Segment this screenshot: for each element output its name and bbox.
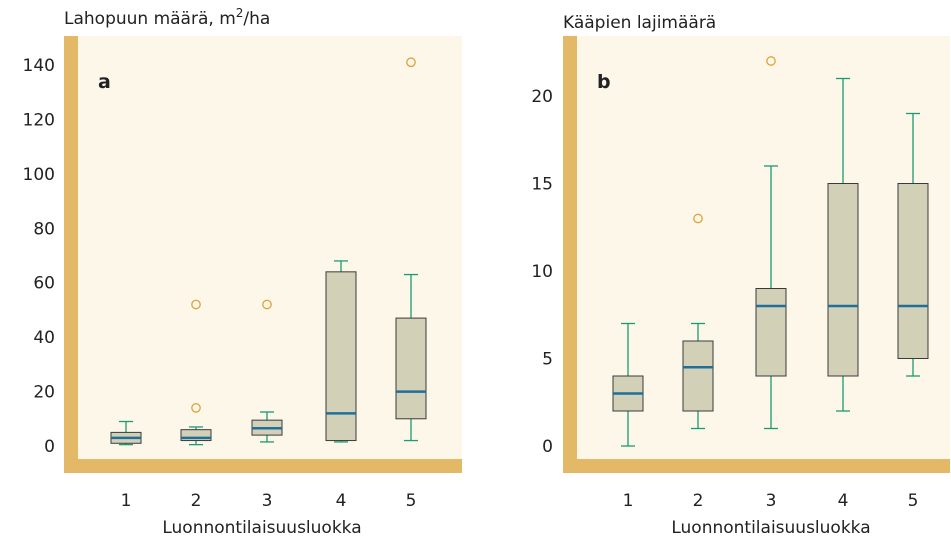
y-tick-label: 140	[23, 56, 55, 76]
y-tick-label: 10	[531, 262, 553, 282]
x-tick-label: 3	[766, 491, 777, 511]
panel-label: b	[597, 71, 611, 93]
outlier-point	[766, 56, 776, 66]
y-tick-label: 60	[33, 274, 55, 294]
x-tick-label: 3	[262, 491, 273, 511]
x-axis-title: Luonnontilaisuusluokka	[671, 518, 870, 538]
panel-a: Lahopuun määrä, m2/ha a 0 20 40 60 80 100 120 140…	[23, 6, 462, 538]
outlier-point	[262, 299, 272, 310]
x-tick-label: 2	[191, 491, 202, 511]
box-4	[827, 77, 859, 412]
iqr-box	[682, 340, 714, 412]
iqr-box	[395, 317, 427, 420]
outlier-point	[693, 213, 703, 224]
box-5	[395, 57, 427, 442]
y-axis-title: Lahopuun määrä, m2/ha	[64, 6, 270, 29]
y-axis-title: Kääpien lajimäärä	[563, 13, 716, 33]
box-1	[110, 420, 142, 446]
y-tick-label: 20	[33, 383, 55, 403]
outlier-point	[406, 57, 416, 68]
x-tick-label: 1	[623, 491, 634, 511]
box-3	[755, 56, 787, 430]
x-axis-title: Luonnontilaisuusluokka	[162, 518, 361, 538]
box-2	[180, 299, 212, 446]
y-tick-label: 0	[542, 437, 553, 457]
x-tick-label: 2	[693, 491, 704, 511]
x-tick-label: 4	[336, 491, 347, 511]
y-tick-label: 0	[44, 437, 55, 457]
outlier-point	[191, 299, 201, 310]
box-3	[251, 299, 283, 443]
y-tick-label: 15	[531, 175, 553, 195]
x-tick-label: 1	[121, 491, 132, 511]
y-tick-label: 40	[33, 328, 55, 348]
box-5	[897, 112, 929, 377]
y-tick-label: 80	[33, 219, 55, 239]
panel-label: a	[98, 71, 111, 93]
y-tick-label: 120	[23, 110, 55, 130]
iqr-box	[180, 429, 212, 442]
panel-b: Kääpien lajimäärä b 0 5 10 15 20 1 2 3 4 5 Luonnonti…	[531, 13, 950, 538]
y-tick-label: 100	[23, 165, 55, 185]
x-tick-label: 4	[838, 491, 849, 511]
iqr-box	[897, 183, 929, 359]
box-4	[325, 260, 357, 443]
x-tick-label: 5	[908, 491, 919, 511]
iqr-box	[827, 183, 859, 377]
y-tick-label: 5	[542, 350, 553, 370]
iqr-box	[755, 288, 787, 377]
box-2	[682, 213, 714, 430]
y-tick-label: 20	[531, 87, 553, 107]
x-tick-label: 5	[406, 491, 417, 511]
outlier-point	[191, 403, 201, 413]
box-1	[612, 322, 644, 447]
iqr-box	[325, 271, 357, 442]
